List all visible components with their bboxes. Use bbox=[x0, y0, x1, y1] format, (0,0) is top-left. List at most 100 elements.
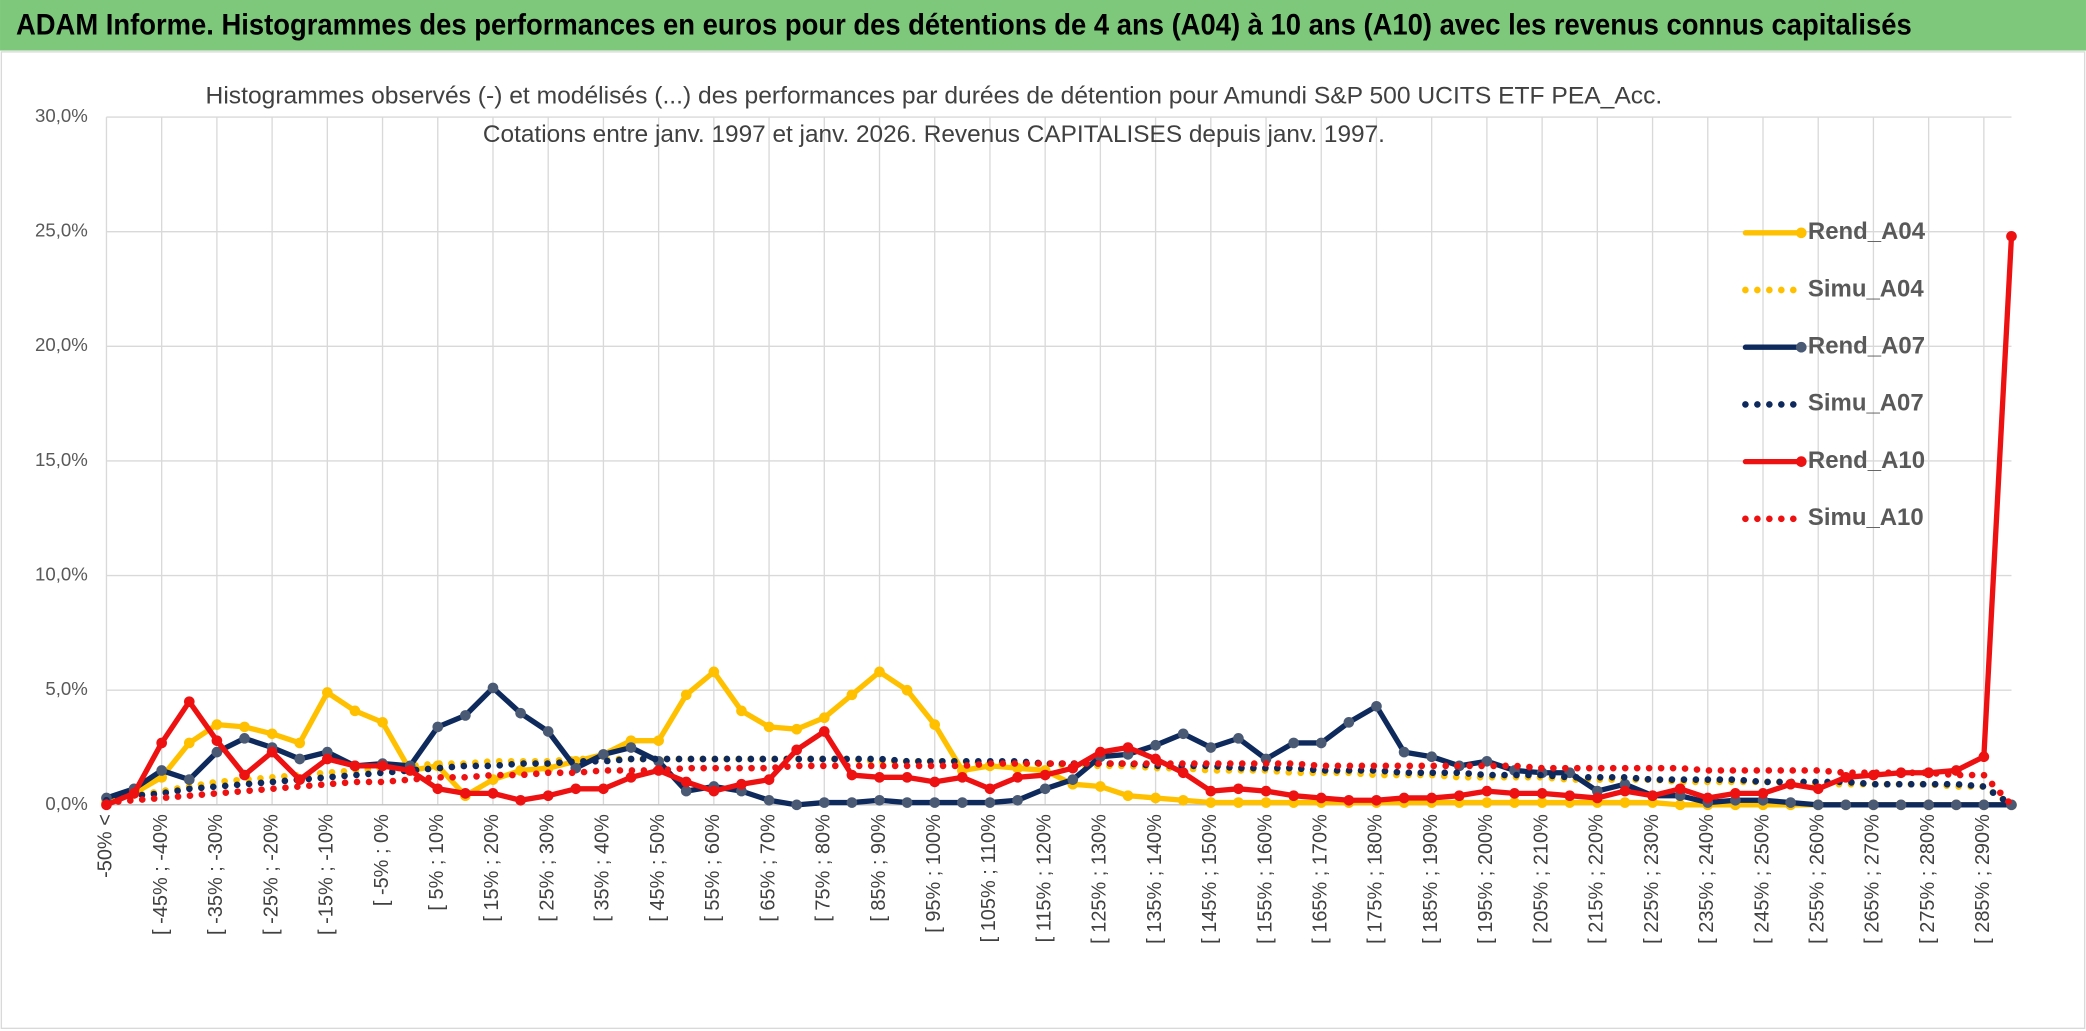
data-point bbox=[1702, 792, 1714, 804]
data-point bbox=[1426, 792, 1438, 804]
data-point bbox=[1619, 797, 1631, 808]
data-point bbox=[1150, 792, 1161, 804]
data-point bbox=[156, 765, 167, 776]
data-point bbox=[487, 788, 499, 799]
data-point bbox=[1315, 792, 1327, 804]
series-line bbox=[103, 685, 2015, 808]
data-point bbox=[818, 712, 830, 724]
data-point bbox=[211, 746, 223, 758]
data-point bbox=[1371, 700, 1382, 712]
data-point bbox=[432, 721, 444, 733]
grid bbox=[105, 116, 2012, 806]
data-point bbox=[708, 785, 720, 797]
x-tick-label: [ -25% ; -20% bbox=[260, 814, 282, 935]
data-point bbox=[239, 769, 250, 781]
x-tick-label: [ 75% ; 80% bbox=[813, 814, 835, 922]
data-point bbox=[901, 772, 913, 783]
data-point bbox=[708, 666, 720, 678]
x-tick-label: [ 175% ; 180% bbox=[1365, 814, 1387, 944]
data-point bbox=[1509, 797, 1520, 808]
x-tick-label: [ 95% ; 100% bbox=[923, 814, 945, 933]
data-point bbox=[349, 705, 361, 717]
data-point bbox=[1012, 772, 1023, 783]
data-point bbox=[957, 797, 968, 808]
data-point bbox=[1840, 799, 1852, 811]
y-tick-label: 30,0% bbox=[35, 105, 88, 126]
data-point bbox=[1398, 792, 1410, 804]
data-point bbox=[515, 707, 526, 719]
x-tick-label: [ 165% ; 170% bbox=[1310, 814, 1332, 944]
legend-label: Rend_A07 bbox=[1808, 333, 1925, 360]
y-tick-label: 20,0% bbox=[35, 334, 88, 355]
data-point bbox=[460, 788, 471, 799]
data-point bbox=[1205, 797, 1217, 808]
data-point bbox=[984, 797, 996, 808]
data-point bbox=[1371, 794, 1382, 806]
data-point bbox=[874, 666, 885, 678]
data-point bbox=[1233, 783, 1244, 795]
x-tick-label: [ 195% ; 200% bbox=[1475, 814, 1497, 944]
data-point bbox=[791, 744, 802, 756]
data-point bbox=[1785, 797, 1796, 808]
data-point bbox=[791, 799, 802, 811]
x-tick-label: [ 225% ; 230% bbox=[1641, 814, 1663, 944]
legend-marker bbox=[1795, 227, 1807, 239]
data-point bbox=[183, 737, 195, 749]
data-point bbox=[929, 776, 941, 788]
series-line bbox=[103, 669, 2015, 808]
data-point bbox=[1343, 716, 1355, 728]
x-tick-label: [ 235% ; 240% bbox=[1696, 814, 1718, 944]
data-point bbox=[294, 774, 306, 785]
series-line bbox=[103, 233, 2015, 808]
data-point bbox=[377, 716, 388, 728]
data-point bbox=[929, 719, 941, 730]
header-bar bbox=[0, 0, 2086, 51]
data-point bbox=[1592, 792, 1603, 804]
data-point bbox=[1039, 783, 1051, 795]
data-point bbox=[1343, 794, 1355, 806]
data-point bbox=[791, 723, 802, 735]
data-point bbox=[625, 772, 637, 783]
legend-label: Simu_A10 bbox=[1808, 504, 1924, 531]
data-point bbox=[1895, 799, 1907, 811]
data-point bbox=[1095, 746, 1106, 758]
data-point bbox=[570, 783, 582, 795]
x-tick-label: [ 85% ; 90% bbox=[868, 814, 890, 922]
x-tick-label: [ 45% ; 50% bbox=[647, 814, 669, 922]
x-tick-label: [ 265% ; 270% bbox=[1862, 814, 1884, 944]
data-point bbox=[929, 797, 941, 808]
x-tick-label: -50% < bbox=[95, 814, 117, 878]
data-point bbox=[818, 797, 830, 808]
data-point bbox=[736, 705, 747, 717]
data-point bbox=[1481, 797, 1493, 808]
data-point bbox=[1840, 772, 1852, 783]
data-point bbox=[1453, 790, 1465, 801]
data-point bbox=[211, 735, 223, 746]
y-tick-label: 5,0% bbox=[45, 678, 87, 699]
x-tick-label: [ -15% ; -10% bbox=[316, 814, 338, 935]
data-point bbox=[984, 783, 996, 795]
chart-title: Histogrammes observés (-) et modélisés (… bbox=[206, 82, 1663, 109]
x-tick-label: [ 185% ; 190% bbox=[1420, 814, 1442, 944]
legend-marker bbox=[1795, 456, 1807, 467]
data-point bbox=[1674, 799, 1686, 811]
data-point bbox=[1426, 751, 1438, 763]
data-point bbox=[1233, 797, 1244, 808]
data-point bbox=[1150, 739, 1161, 751]
page-title: ADAM Informe. Histogrammes des performan… bbox=[16, 9, 1912, 41]
data-point bbox=[1067, 774, 1079, 785]
x-tick-label: [ 145% ; 150% bbox=[1199, 814, 1221, 944]
data-point bbox=[1509, 788, 1520, 799]
data-point bbox=[957, 772, 968, 783]
data-point bbox=[680, 776, 692, 788]
data-point bbox=[183, 774, 195, 785]
x-tick-label: [ 285% ; 290% bbox=[1972, 814, 1994, 944]
data-point bbox=[1260, 797, 1272, 808]
legend-label: Rend_A10 bbox=[1808, 447, 1925, 474]
x-tick-label: [ -5% ; 0% bbox=[371, 814, 393, 906]
data-point bbox=[1233, 733, 1244, 744]
data-point bbox=[653, 735, 664, 746]
data-point bbox=[1923, 799, 1934, 811]
